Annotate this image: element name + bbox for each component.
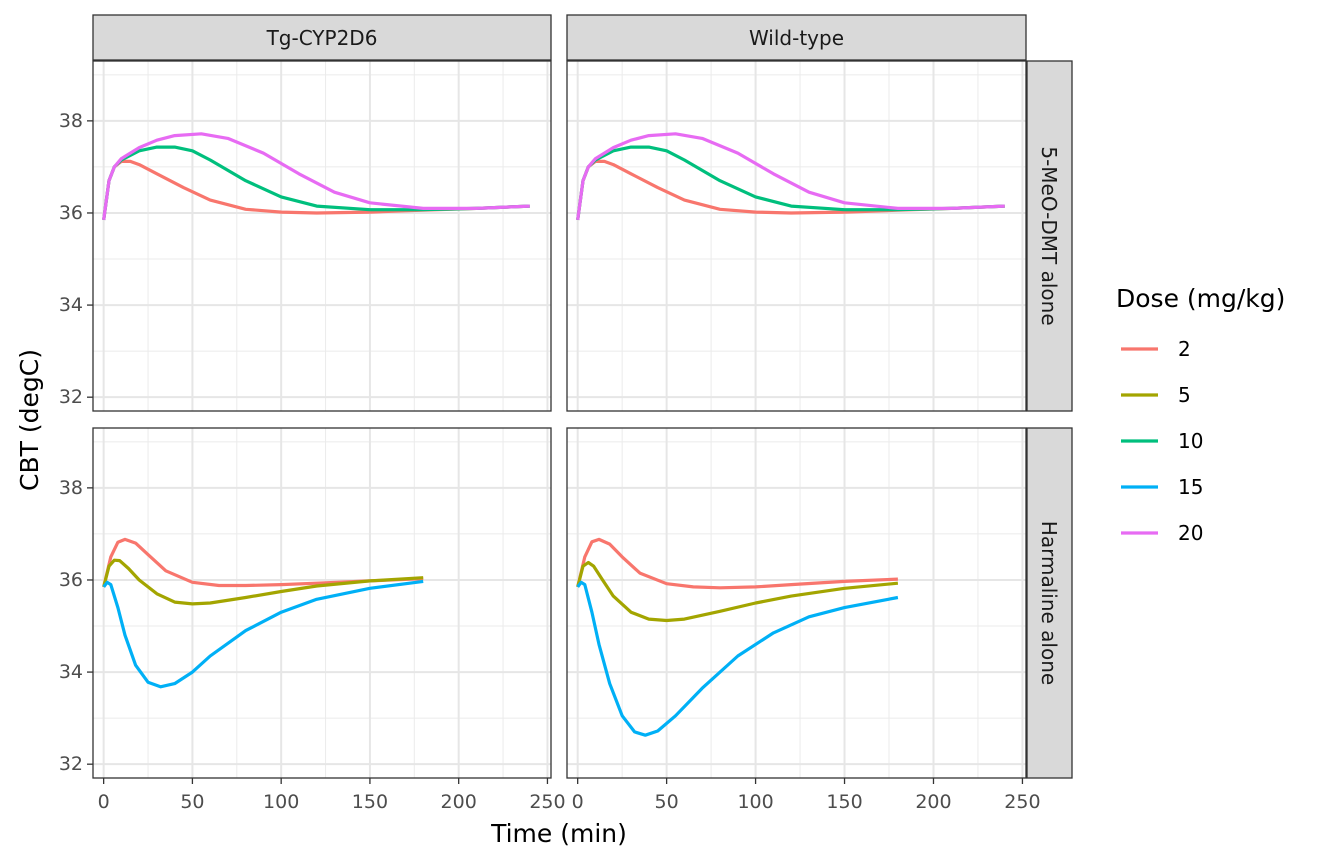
x-tick-label: 200 bbox=[915, 791, 951, 813]
legend-label: 15 bbox=[1178, 475, 1203, 499]
x-tick-label: 150 bbox=[352, 791, 388, 813]
series-line-dose-20 bbox=[102, 132, 530, 221]
legend-title: Dose (mg/kg) bbox=[1116, 284, 1285, 313]
legend-item-dose-5: 5 bbox=[1121, 383, 1191, 407]
row-strip-label: Harmaline alone bbox=[1037, 521, 1061, 685]
series-line-dose-15 bbox=[576, 580, 899, 737]
panel-border bbox=[92, 427, 552, 779]
legend-item-dose-2: 2 bbox=[1121, 337, 1191, 361]
x-axis-title: Time (min) bbox=[490, 819, 627, 848]
panel-border bbox=[566, 427, 1027, 779]
series-line-dose-5 bbox=[576, 560, 899, 623]
y-tick-label: 34 bbox=[59, 661, 83, 683]
x-tick-label: 100 bbox=[263, 791, 299, 813]
y-tick-label: 32 bbox=[59, 386, 83, 408]
legend-label: 10 bbox=[1178, 429, 1203, 453]
x-tick-label: 250 bbox=[1004, 791, 1040, 813]
panel-background bbox=[93, 61, 551, 411]
col-strip-label: Tg-CYP2D6 bbox=[266, 26, 378, 50]
panels-layer bbox=[92, 60, 1027, 779]
x-tick-label: 0 bbox=[98, 791, 110, 813]
legend-item-dose-10: 10 bbox=[1121, 429, 1203, 453]
panel bbox=[92, 60, 552, 412]
row-strip-box bbox=[1026, 427, 1073, 779]
series-line-dose-2 bbox=[576, 537, 898, 590]
col-strip-box bbox=[566, 14, 1027, 61]
x-tick-label: 200 bbox=[441, 791, 477, 813]
panel-border bbox=[566, 60, 1027, 412]
y-tick-label: 36 bbox=[59, 202, 83, 224]
y-tick-label: 34 bbox=[59, 294, 83, 316]
legend-label: 20 bbox=[1178, 521, 1203, 545]
panel bbox=[566, 60, 1027, 412]
y-tick-label: 32 bbox=[59, 753, 83, 775]
series-line-dose-2 bbox=[102, 537, 424, 588]
series-line-dose-5 bbox=[102, 558, 424, 606]
legend: Dose (mg/kg) 2 5 10 15 20 bbox=[1116, 284, 1285, 545]
axes-layer: 32 34 36 38 32 34 36 38 0 50 100 150 200 250 0 50 100 150… bbox=[59, 110, 1041, 813]
col-strip-wild-type: Wild-type bbox=[566, 14, 1027, 61]
x-tick-label: 50 bbox=[180, 791, 204, 813]
legend-label: 2 bbox=[1178, 337, 1191, 361]
panel bbox=[92, 427, 552, 779]
panel bbox=[566, 427, 1027, 779]
row-strip-harmaline: Harmaline alone bbox=[1026, 427, 1073, 779]
panel-background bbox=[93, 428, 551, 778]
x-tick-label: 250 bbox=[529, 791, 565, 813]
y-axis-title: CBT (degC) bbox=[15, 349, 44, 491]
row-strip-label: 5-MeO-DMT alone bbox=[1037, 146, 1061, 325]
x-tick-label: 0 bbox=[572, 791, 584, 813]
panel-background bbox=[567, 428, 1026, 778]
col-strip-label: Wild-type bbox=[749, 26, 844, 50]
panel-background bbox=[567, 61, 1026, 411]
col-strip-tg-cyp2d6: Tg-CYP2D6 bbox=[92, 14, 552, 61]
series-line-dose-15 bbox=[102, 579, 424, 689]
row-strip-box bbox=[1026, 60, 1073, 412]
legend-item-dose-15: 15 bbox=[1121, 475, 1203, 499]
col-strip-box bbox=[92, 14, 552, 61]
row-strip-5meo-dmt: 5-MeO-DMT alone bbox=[1026, 60, 1073, 412]
panel-border bbox=[92, 60, 552, 412]
x-tick-label: 100 bbox=[737, 791, 773, 813]
y-tick-label: 38 bbox=[59, 477, 83, 499]
y-tick-label: 38 bbox=[59, 110, 83, 132]
y-tick-label: 36 bbox=[59, 569, 83, 591]
legend-item-dose-20: 20 bbox=[1121, 521, 1203, 545]
legend-label: 5 bbox=[1178, 383, 1191, 407]
series-line-dose-20 bbox=[576, 132, 1005, 221]
x-tick-label: 50 bbox=[655, 791, 679, 813]
x-tick-label: 150 bbox=[826, 791, 862, 813]
